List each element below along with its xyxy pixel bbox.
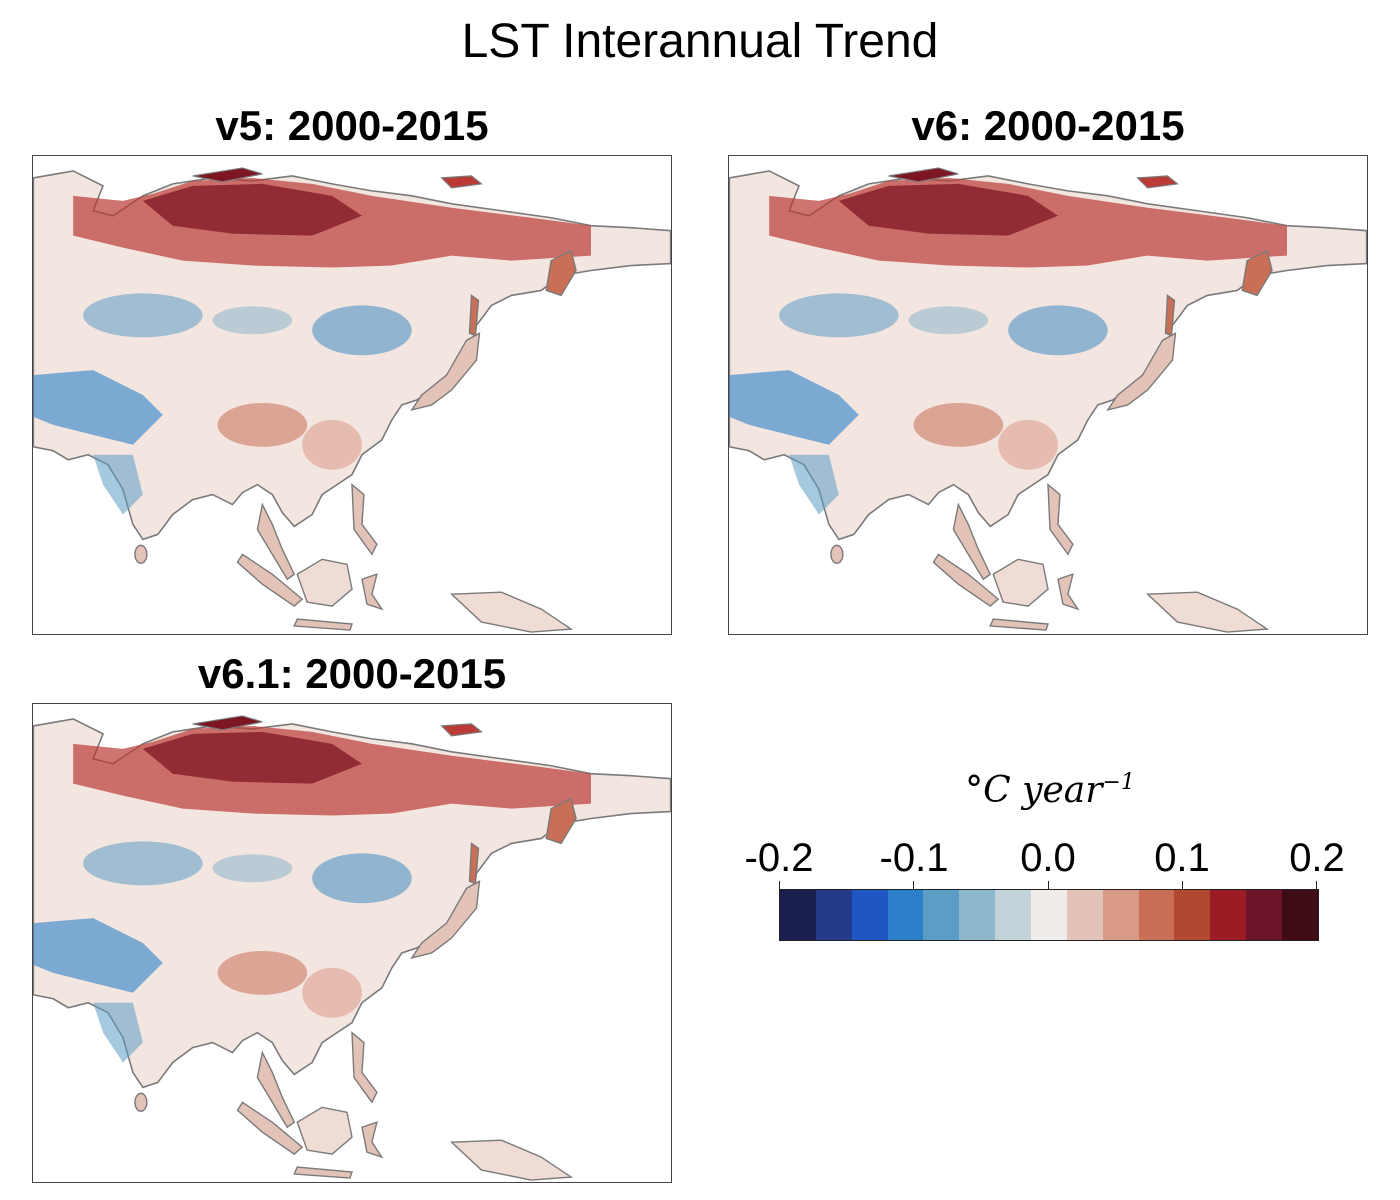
colorbar xyxy=(779,889,1319,941)
colorbar-swatch xyxy=(923,890,960,940)
colorbar-swatch xyxy=(1282,890,1318,940)
colorbar-swatch xyxy=(1246,890,1283,940)
colorbar-swatch xyxy=(851,890,888,940)
colorbar-swatch xyxy=(1066,890,1103,940)
panel-title-v6: v6: 2000-2015 xyxy=(911,102,1185,149)
colorbar-swatch xyxy=(1102,890,1139,940)
colorbar-swatch xyxy=(995,890,1032,940)
colorbar-tickmark xyxy=(779,881,780,889)
colorbar-tickmark xyxy=(1316,881,1317,889)
colorbar-tickmark xyxy=(1182,881,1183,889)
colorbar-tick-label: 0.1 xyxy=(1154,836,1210,880)
colorbar-tickmark xyxy=(1048,881,1049,889)
map-panel-v6 xyxy=(728,155,1368,635)
colorbar-swatch xyxy=(1031,890,1067,940)
map-panel-v5 xyxy=(32,155,672,635)
colorbar-swatch xyxy=(887,890,924,940)
panel-title-v6-1: v6.1: 2000-2015 xyxy=(197,650,507,697)
map-panel-v6-1 xyxy=(32,703,672,1183)
colorbar-tick-label: 0.0 xyxy=(1020,836,1076,880)
colorbar-swatch xyxy=(1138,890,1175,940)
colorbar-unit-label: °C year−1 xyxy=(780,770,1320,811)
colorbar-swatch xyxy=(1174,890,1211,940)
colorbar-swatch xyxy=(815,890,852,940)
colorbar-swatch xyxy=(1210,890,1247,940)
colorbar-tickmark xyxy=(913,881,914,889)
panel-title-v5: v5: 2000-2015 xyxy=(215,102,489,149)
colorbar-swatch xyxy=(780,890,816,940)
colorbar-tick-label: -0.2 xyxy=(744,836,814,880)
colorbar-swatch xyxy=(959,890,996,940)
colorbar-unit-text: °C year xyxy=(965,770,1103,811)
colorbar-tick-label: -0.1 xyxy=(879,836,949,880)
colorbar-tick-label: 0.2 xyxy=(1289,836,1345,880)
colorbar-unit-exponent: −1 xyxy=(1102,770,1135,795)
figure-title: LST Interannual Trend xyxy=(461,15,939,68)
